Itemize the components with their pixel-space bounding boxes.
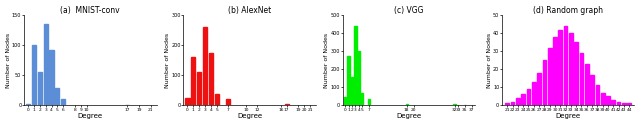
Bar bbox=[585, 64, 589, 105]
Bar bbox=[406, 104, 408, 105]
Bar bbox=[617, 102, 620, 105]
Bar bbox=[627, 104, 631, 105]
Bar bbox=[569, 33, 573, 105]
Bar bbox=[61, 99, 65, 105]
Bar bbox=[197, 72, 201, 105]
Y-axis label: Number of Nodes: Number of Nodes bbox=[486, 33, 492, 88]
Bar bbox=[622, 104, 626, 105]
Bar bbox=[214, 94, 219, 105]
Bar bbox=[32, 45, 36, 105]
Bar bbox=[611, 100, 615, 105]
Bar bbox=[537, 73, 541, 105]
Bar bbox=[55, 88, 60, 105]
Bar bbox=[368, 99, 371, 105]
Bar bbox=[601, 93, 605, 105]
Bar bbox=[38, 72, 42, 105]
Bar bbox=[361, 93, 364, 105]
Bar bbox=[203, 27, 207, 105]
X-axis label: Degree: Degree bbox=[77, 114, 103, 119]
Bar bbox=[522, 94, 525, 105]
Bar bbox=[580, 53, 583, 105]
Title: (a)  MNIST-conv: (a) MNIST-conv bbox=[61, 6, 120, 15]
Bar bbox=[26, 104, 30, 105]
Bar bbox=[358, 51, 360, 105]
Bar bbox=[543, 60, 547, 105]
Bar bbox=[186, 98, 189, 105]
X-axis label: Degree: Degree bbox=[396, 114, 422, 119]
Bar bbox=[548, 48, 552, 105]
Bar bbox=[564, 26, 568, 105]
Bar bbox=[606, 96, 610, 105]
Bar bbox=[527, 89, 531, 105]
X-axis label: Degree: Degree bbox=[556, 114, 580, 119]
Title: (d) Random graph: (d) Random graph bbox=[533, 6, 604, 15]
Bar bbox=[191, 57, 195, 105]
Bar bbox=[516, 98, 520, 105]
Bar bbox=[348, 56, 349, 105]
Bar bbox=[590, 75, 594, 105]
Title: (b) AlexNet: (b) AlexNet bbox=[228, 6, 271, 15]
Bar bbox=[285, 104, 289, 105]
Bar bbox=[559, 30, 562, 105]
Title: (c) VGG: (c) VGG bbox=[394, 6, 424, 15]
Bar bbox=[453, 104, 456, 105]
Bar bbox=[532, 82, 536, 105]
X-axis label: Degree: Degree bbox=[237, 114, 262, 119]
Bar bbox=[354, 26, 356, 105]
Bar bbox=[344, 97, 346, 105]
Bar bbox=[209, 53, 213, 105]
Bar bbox=[227, 99, 230, 105]
Bar bbox=[506, 104, 509, 105]
Bar bbox=[49, 50, 54, 105]
Bar bbox=[511, 102, 515, 105]
Y-axis label: Number of Nodes: Number of Nodes bbox=[324, 33, 329, 88]
Bar bbox=[44, 24, 48, 105]
Bar bbox=[595, 86, 599, 105]
Bar bbox=[574, 42, 578, 105]
Bar bbox=[351, 77, 353, 105]
Y-axis label: Number of Nodes: Number of Nodes bbox=[165, 33, 170, 88]
Y-axis label: Number of Nodes: Number of Nodes bbox=[6, 33, 10, 88]
Bar bbox=[553, 37, 557, 105]
